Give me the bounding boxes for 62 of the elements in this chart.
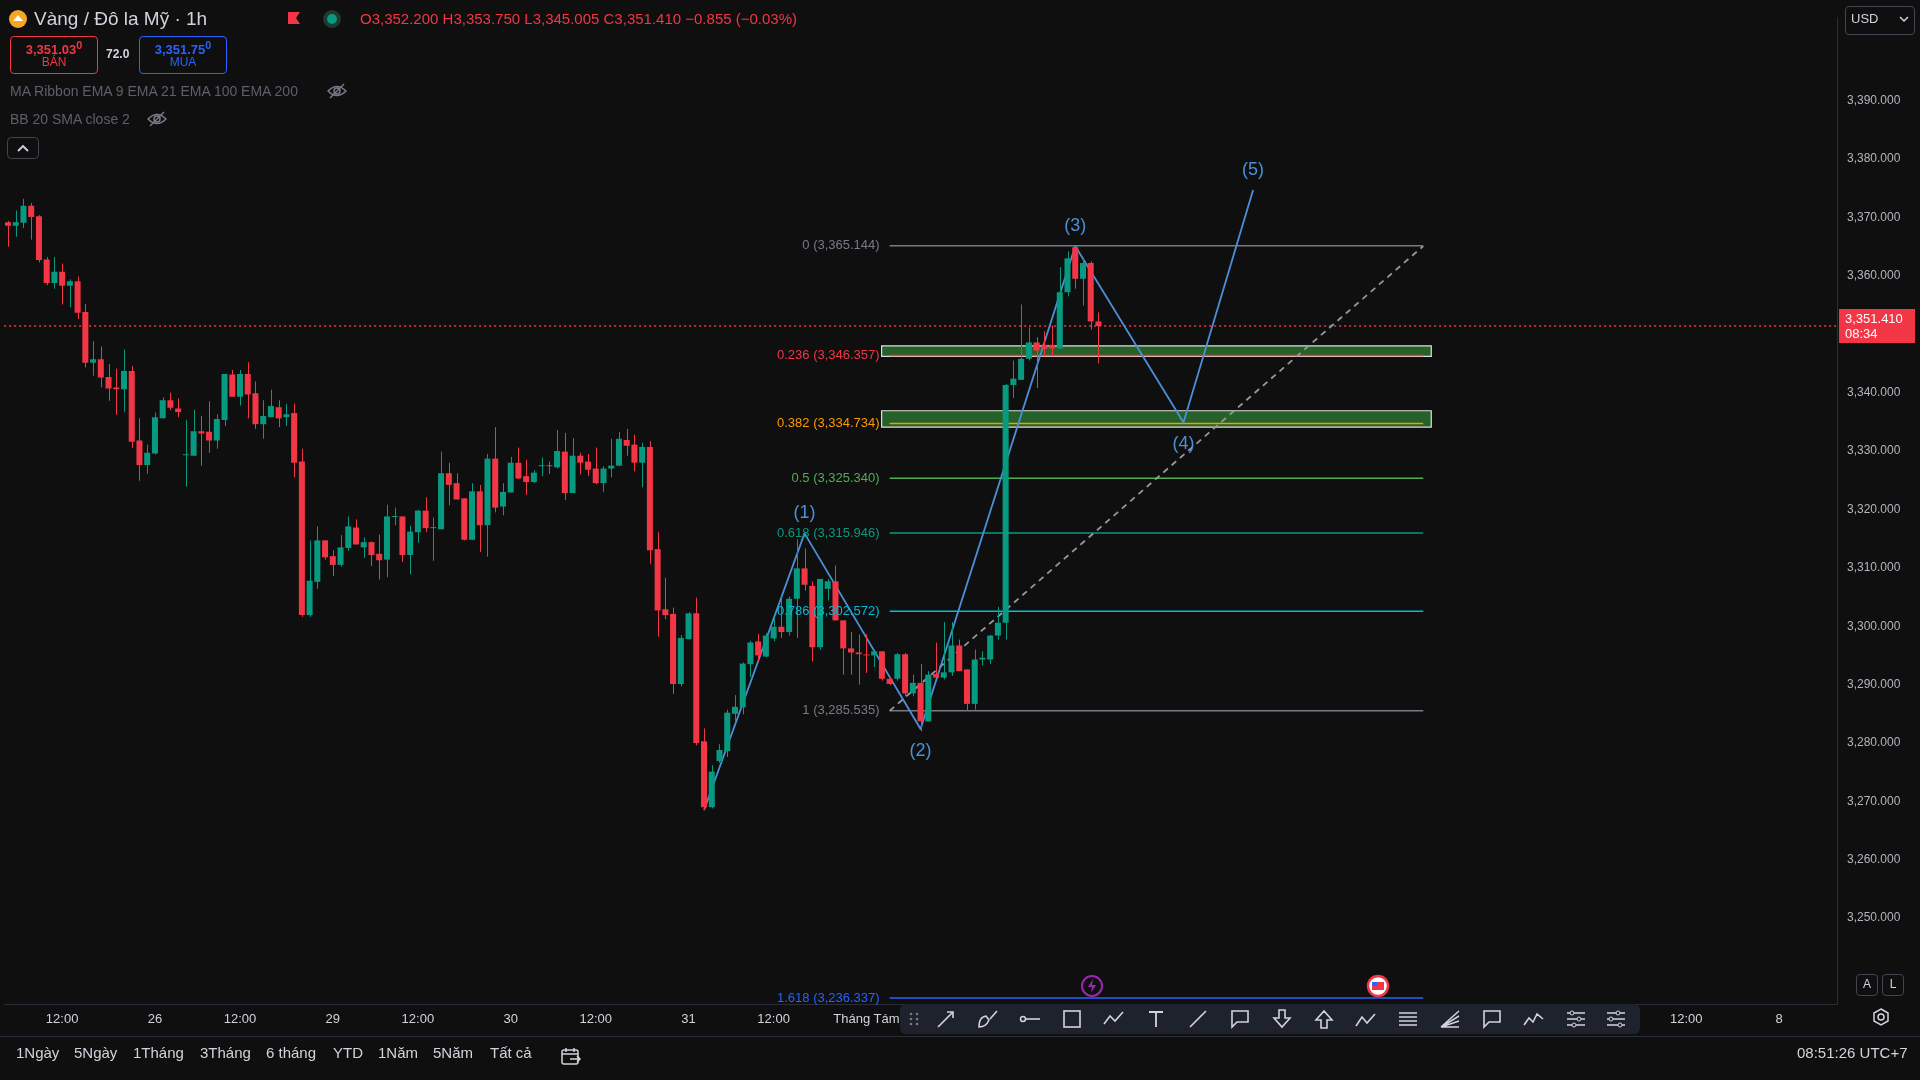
x-tick-label: 26	[147, 1011, 163, 1027]
x-tick-label: 12:00	[757, 1011, 790, 1027]
ref-line-label: 1.618 (3,236.337)	[776, 989, 880, 1005]
ref-line-label: 0.382 (3,334.734)	[776, 414, 880, 430]
chart-title: Vàng / Đô la Mỹ · 1h	[34, 8, 208, 30]
y-tick-label: 3,270.000	[1847, 793, 1901, 808]
annotation: (1)	[793, 502, 816, 523]
currency-box: USD	[1845, 6, 1915, 35]
y-tick-label: 3,280.000	[1847, 735, 1901, 750]
auto-box: A	[1856, 974, 1878, 996]
ref-line-label: 0.5 (3,325.340)	[791, 469, 880, 485]
ref-line-label: 0.236 (3,346.357)	[776, 347, 880, 363]
y-tick-label: 3,380.000	[1847, 151, 1901, 166]
x-tick-label: 12:00	[223, 1011, 257, 1027]
x-tick-label: 12:00	[401, 1011, 435, 1027]
y-tick-label: 3,310.000	[1847, 560, 1901, 575]
y-tick-label: 3,250.000	[1847, 910, 1901, 925]
x-tick-label: 12:00	[579, 1011, 613, 1027]
y-tick-label: 3,290.000	[1847, 676, 1901, 691]
ref-line-label: 0 (3,365.144)	[802, 237, 880, 253]
text: 1Tháng	[133, 1044, 184, 1062]
y-tick-label: 3,370.000	[1847, 209, 1901, 224]
text: 1Năm	[378, 1044, 419, 1062]
y-tick-label: 3,360.000	[1847, 268, 1901, 283]
annotation: MUA	[169, 55, 197, 70]
chart-subtitle: O3,352.200 H3,353.750 L3,345.005 C3,351.410 −0.855 (−0.03%)	[360, 10, 798, 28]
y-tick-label: 3,330.000	[1847, 443, 1901, 458]
annotation: BÁN	[41, 55, 67, 70]
text: 1Ngày	[16, 1044, 60, 1062]
text: 5Năm	[433, 1044, 474, 1062]
y-tick-label: 3,260.000	[1847, 852, 1901, 867]
annotation: (5)	[1242, 159, 1265, 179]
annotation: MA Ribbon EMA 9 EMA 21 EMA 100 EMA 200	[10, 83, 298, 100]
annotation: 72.0	[106, 47, 130, 62]
x-tick-label: 8	[1775, 1011, 1783, 1027]
annotation: (2)	[909, 739, 932, 760]
text: 5Ngày	[74, 1044, 118, 1062]
text: YTD	[333, 1044, 363, 1062]
annotation: (4)	[1172, 433, 1195, 454]
text: 08:51:26 UTC+7	[1797, 1044, 1908, 1062]
y-tick-label: 3,340.000	[1847, 384, 1901, 399]
x-tick-label: 30	[503, 1011, 518, 1027]
x-tick-label: 29	[325, 1011, 341, 1027]
y-tick-label: 3,390.000	[1847, 93, 1901, 108]
buy-box: 3,351.75$^{0}$ MUA	[139, 36, 227, 74]
ref-line-label: 1 (3,285.535)	[802, 702, 880, 718]
ref-line-label: 0.618 (3,315.946)	[776, 524, 880, 540]
x-tick-label: Tháng Tám	[833, 1011, 900, 1027]
ref-line-label: 3,351.410 08:34	[1845, 310, 1903, 341]
y-tick-label: 3,320.000	[1847, 501, 1901, 516]
annotation: 3,351.75$^{0}$	[153, 39, 213, 58]
x-tick-label: 12:00	[1669, 1011, 1703, 1027]
annotation: BB 20 SMA close 2	[10, 111, 130, 128]
annotation: (3)	[1064, 215, 1087, 236]
text: Tất cả	[490, 1044, 532, 1062]
x-tick-label: 12:00	[45, 1011, 79, 1027]
x-tick-label: 31	[681, 1011, 696, 1027]
text: 3Tháng	[200, 1044, 251, 1062]
sell-box: 3,351.03$^{0}$ BÁN	[10, 36, 98, 74]
log-box: L	[1882, 974, 1904, 996]
y-tick-label: 3,300.000	[1847, 618, 1901, 633]
text: 6 tháng	[266, 1044, 317, 1062]
